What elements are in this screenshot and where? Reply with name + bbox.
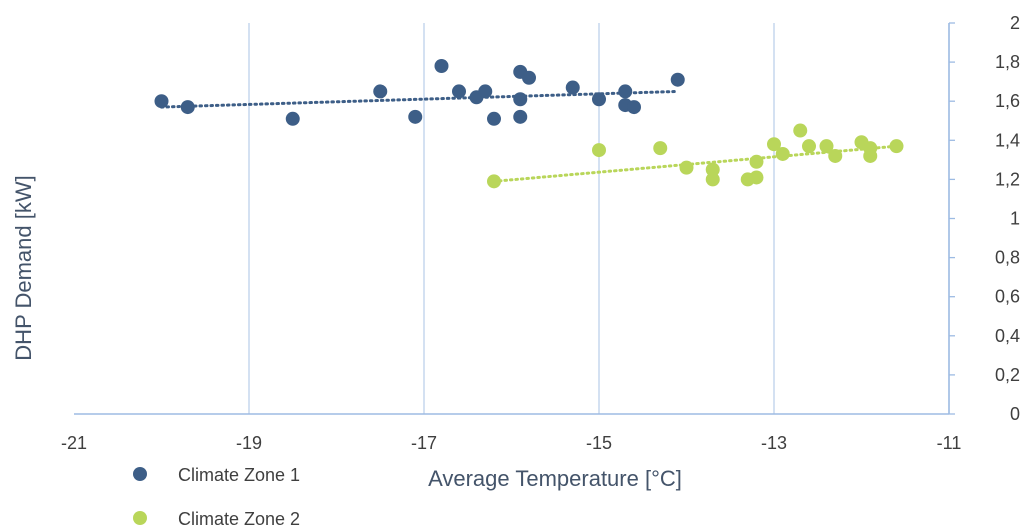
data-point-zone-1	[513, 92, 528, 107]
data-point-zone-1	[478, 84, 493, 99]
legend-label-zone-2: Climate Zone 2	[178, 509, 300, 527]
data-point-zone-2	[775, 146, 790, 161]
data-point-zone-2	[749, 170, 764, 185]
legend-marker-zone-2	[133, 511, 147, 525]
legend-marker-zone-1	[133, 467, 147, 481]
y-tick-label: 0	[1010, 404, 1020, 424]
x-tick-label: -19	[236, 433, 262, 453]
data-point-zone-1	[408, 109, 423, 124]
y-tick-label: 1,6	[995, 91, 1020, 111]
x-tick-label: -13	[761, 433, 787, 453]
data-point-zone-2	[889, 139, 904, 154]
y-tick-label: 1,8	[995, 52, 1020, 72]
trendlines	[160, 89, 898, 183]
data-point-zone-1	[452, 84, 466, 99]
y-tick-label: 2	[1010, 13, 1020, 33]
data-point-zone-2	[749, 154, 764, 169]
data-point-zone-2	[819, 139, 834, 154]
data-points	[154, 59, 904, 189]
y-tick-label: 1,2	[995, 169, 1020, 189]
y-axis-title: DHP Demand [kW]	[11, 175, 36, 360]
x-tick-label: -21	[61, 433, 87, 453]
data-point-zone-1	[627, 100, 641, 115]
data-point-zone-1	[513, 109, 528, 124]
x-tick-label: -17	[411, 433, 437, 453]
data-point-zone-2	[705, 172, 720, 187]
y-tick-label: 0,4	[995, 326, 1020, 346]
data-point-zone-1	[180, 100, 195, 115]
data-point-zone-2	[767, 137, 781, 152]
data-point-zone-2	[828, 148, 843, 163]
data-point-zone-2	[679, 160, 694, 175]
data-point-zone-2	[705, 162, 720, 177]
legend-label-zone-1: Climate Zone 1	[178, 465, 300, 485]
y-tick-marks	[949, 22, 955, 415]
x-tick-label: -15	[586, 433, 612, 453]
trendline-zone-1	[160, 89, 680, 109]
y-tick-label: 0,6	[995, 287, 1020, 307]
y-tick-label: 0,2	[995, 365, 1020, 385]
y-tick-labels: 0 0,2 0,4 0,6 0,8 1 1,2 1,4 1,6 1,8 2	[995, 13, 1020, 424]
y-tick-label: 1	[1010, 209, 1020, 229]
x-axis-title: Average Temperature [°C]	[428, 466, 682, 491]
y-tick-label: 1,4	[995, 130, 1020, 150]
data-point-zone-2	[793, 123, 808, 138]
x-tick-label: -11	[937, 433, 962, 453]
data-point-zone-1	[522, 70, 536, 85]
data-point-zone-2	[653, 141, 668, 156]
data-point-zone-2	[487, 174, 501, 189]
y-tick-label: 0,8	[995, 248, 1020, 268]
data-point-zone-1	[592, 92, 606, 107]
data-point-zone-1	[487, 111, 501, 126]
data-point-zone-1	[373, 84, 388, 99]
data-point-zone-2	[863, 148, 878, 163]
data-point-zone-2	[802, 139, 816, 154]
data-point-zone-1	[154, 94, 169, 109]
data-point-zone-1	[285, 111, 300, 126]
data-point-zone-1	[434, 59, 449, 74]
legend: Climate Zone 1 Climate Zone 2	[133, 465, 300, 527]
x-tick-labels: -21 -19 -17 -15 -13 -11	[61, 433, 961, 453]
data-point-zone-1	[670, 72, 685, 87]
data-point-zone-2	[592, 143, 606, 158]
grid-lines	[248, 23, 950, 414]
data-point-zone-1	[618, 84, 633, 99]
data-point-zone-1	[565, 80, 580, 95]
